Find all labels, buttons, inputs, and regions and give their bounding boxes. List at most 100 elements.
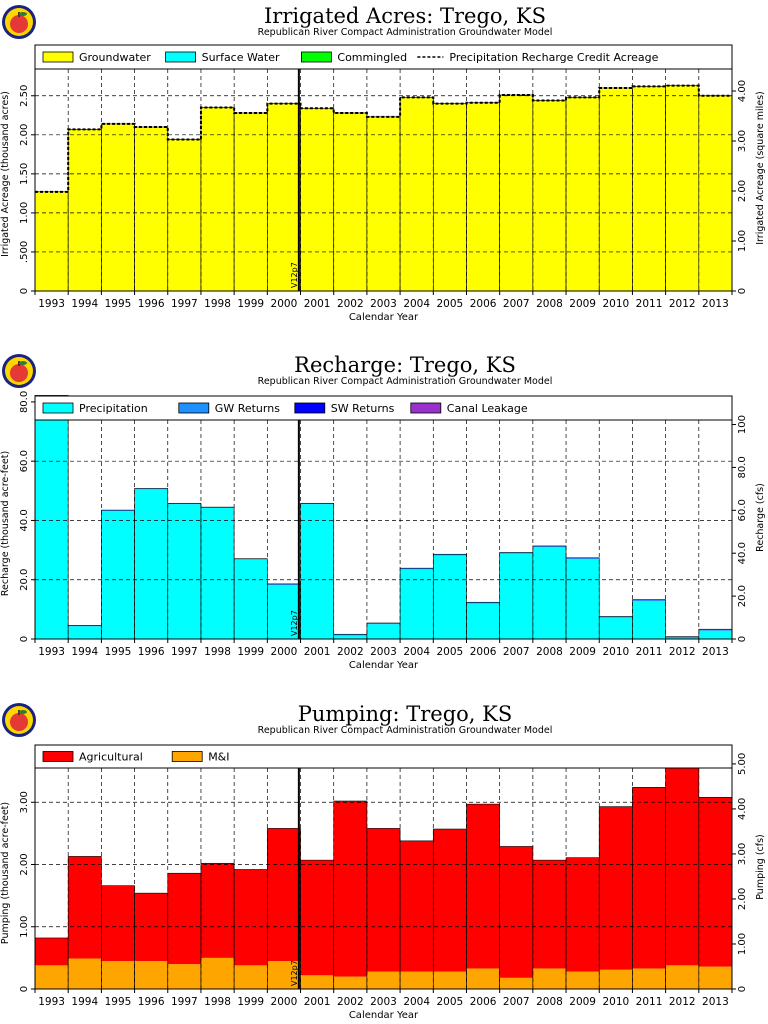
legend: Groundwater Surface Water Commingled Precip… bbox=[42, 51, 659, 64]
x-tick-label: 2006 bbox=[470, 298, 497, 310]
x-tick-label: 2004 bbox=[403, 996, 430, 1008]
bar-gw-returns-2010 bbox=[599, 616, 633, 618]
bar-agricultural-2003 bbox=[366, 828, 401, 972]
y-tick-label: 2.50 bbox=[19, 85, 30, 107]
x-tick-label: 1993 bbox=[38, 646, 65, 658]
x-tick-label: 1997 bbox=[171, 646, 198, 658]
x-tick-label: 2003 bbox=[370, 298, 397, 310]
legend-label: SW Returns bbox=[331, 402, 395, 415]
x-tick-label: 2001 bbox=[304, 996, 331, 1008]
y-tick-label: 20.0 bbox=[19, 569, 30, 591]
x-tick-label: 2012 bbox=[669, 646, 696, 658]
y-axis-right: 0 1.00 2.00 3.00 4.00 5.00 Pumping (cfs) bbox=[732, 753, 766, 992]
line-precipitation-recharge-credit bbox=[35, 84, 732, 193]
bar-gw-returns-2003 bbox=[366, 622, 401, 625]
bar-groundwater-2006 bbox=[466, 102, 500, 292]
legend-box bbox=[34, 395, 733, 421]
x-tick-label: 2012 bbox=[669, 996, 696, 1008]
x-tick-label: 2012 bbox=[669, 298, 696, 310]
legend-swatch bbox=[178, 402, 210, 414]
bar-groundwater-2004 bbox=[400, 97, 434, 291]
x-tick-label: 2008 bbox=[536, 298, 563, 310]
grid bbox=[35, 69, 732, 291]
y2-tick-label: 0 bbox=[737, 288, 748, 294]
y-axis-left: 0 20.0 40.0 60.0 80.0 Recharge (thousand acre… bbox=[0, 391, 35, 642]
bar-groundwater-1993 bbox=[35, 191, 69, 291]
x-tick-label: 2004 bbox=[403, 646, 430, 658]
bar-gw-returns-2009 bbox=[566, 557, 600, 559]
legend-item: M&I bbox=[171, 751, 230, 764]
x-tick-label: 2006 bbox=[470, 996, 497, 1008]
bar-agricultural-2005 bbox=[433, 829, 467, 972]
y-axis-right: 0 20.0 40.0 60.0 80.0 100 Recharge (cfs) bbox=[732, 415, 766, 642]
y2-tick-label: 40.0 bbox=[737, 542, 748, 564]
x-tick-label: 1998 bbox=[204, 298, 231, 310]
x-tick-label: 2007 bbox=[503, 646, 530, 658]
legend: Agricultural M&I bbox=[42, 751, 230, 764]
bar-agricultural-2010 bbox=[599, 806, 633, 970]
bar-gw-returns-2013 bbox=[698, 629, 732, 631]
legend-label: Canal Leakage bbox=[447, 402, 528, 415]
bar-gw-returns-1999 bbox=[234, 558, 268, 560]
bar-gw-returns-2005 bbox=[433, 554, 467, 556]
bar-precipitation-2011 bbox=[632, 601, 666, 639]
y-tick-label: 40.0 bbox=[19, 509, 30, 531]
version-marker-label: V12p7 bbox=[290, 960, 299, 986]
y-tick-label: 0 bbox=[19, 636, 30, 642]
bar-gw-returns-2006 bbox=[466, 602, 500, 604]
bar-precipitation-2007 bbox=[499, 553, 533, 639]
bar-precipitation-2000 bbox=[267, 585, 301, 639]
x-tick-label: 1999 bbox=[237, 996, 264, 1008]
x-tick-label: 1996 bbox=[138, 646, 165, 658]
x-axis-label: Calendar Year bbox=[349, 1010, 419, 1021]
bar-agricultural-1999 bbox=[234, 869, 268, 966]
y-tick-label: .500 bbox=[19, 241, 30, 263]
bar-groundwater-2007 bbox=[499, 94, 533, 291]
x-tick-label: 2013 bbox=[702, 996, 729, 1008]
y-tick-label: 80.0 bbox=[19, 391, 30, 413]
legend-swatch bbox=[42, 751, 74, 762]
legend-item: Precipitation Recharge Credit Acreage bbox=[417, 51, 659, 64]
chart-subtitle: Republican River Compact Administration … bbox=[258, 725, 553, 736]
bar-agricultural-1998 bbox=[200, 863, 235, 958]
x-tick-label: 2000 bbox=[271, 996, 298, 1008]
bar-precipitation-1993 bbox=[35, 396, 69, 639]
x-tick-label: 2007 bbox=[503, 298, 530, 310]
bar-precipitation-2001 bbox=[300, 504, 334, 639]
bar-m-i-2011 bbox=[632, 968, 666, 989]
y-axis-label: Recharge (thousand acre-feet) bbox=[0, 451, 11, 596]
legend-box bbox=[34, 744, 733, 769]
chart-subtitle: Republican River Compact Administration … bbox=[258, 376, 553, 387]
y-axis-right: 0 1.00 2.00 3.00 4.00 Irrigated Acreage (squa… bbox=[732, 80, 766, 294]
bar-gw-returns-2002 bbox=[333, 634, 367, 636]
bar-gw-returns-2004 bbox=[400, 568, 434, 570]
y2-tick-label: 60.0 bbox=[737, 499, 748, 521]
x-tick-label: 2010 bbox=[602, 646, 629, 658]
y-tick-label: 2.00 bbox=[19, 853, 30, 875]
y-tick-label: 1.00 bbox=[19, 202, 30, 224]
bar-m-i-2013 bbox=[698, 966, 732, 989]
bar-m-i-2002 bbox=[333, 976, 367, 989]
x-tick-label: 2009 bbox=[569, 298, 596, 310]
y2-axis-label: Recharge (cfs) bbox=[755, 483, 766, 552]
y-tick-label: 0 bbox=[19, 986, 30, 992]
bar-agricultural-2009 bbox=[566, 857, 600, 972]
y-tick-label: 2.00 bbox=[19, 124, 30, 146]
y2-tick-label: 1.00 bbox=[737, 933, 748, 955]
x-tick-label: 1994 bbox=[71, 298, 98, 310]
bar-m-i-2006 bbox=[466, 968, 500, 989]
x-tick-label: 2008 bbox=[536, 646, 563, 658]
bar-groundwater-1995 bbox=[101, 123, 135, 291]
bar-m-i-1998 bbox=[200, 957, 235, 989]
x-tick-label: 2004 bbox=[403, 298, 430, 310]
bar-m-i-2008 bbox=[532, 968, 567, 989]
bar-gw-returns-2011 bbox=[632, 599, 666, 602]
y2-tick-label: 2.00 bbox=[737, 888, 748, 910]
y2-axis-label: Irrigated Acreage (square miles) bbox=[755, 91, 766, 245]
x-tick-label: 1995 bbox=[105, 646, 132, 658]
bar-precipitation-2006 bbox=[466, 603, 500, 639]
y2-tick-label: 80.0 bbox=[737, 456, 748, 478]
legend-label: Agricultural bbox=[79, 751, 143, 764]
bar-gw-returns-2007 bbox=[499, 552, 533, 554]
